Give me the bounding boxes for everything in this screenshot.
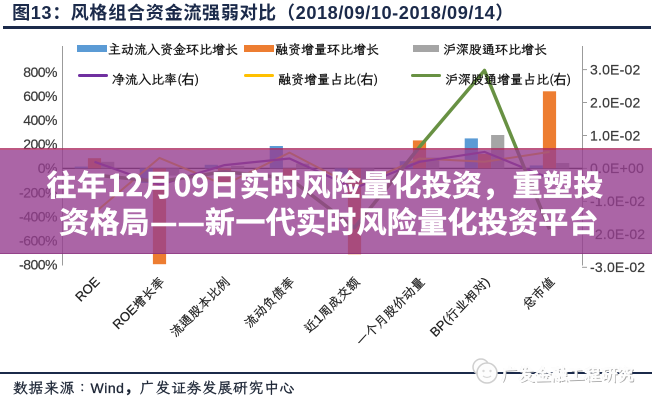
svg-text:3.0E-02: 3.0E-02 [590, 61, 640, 77]
svg-text:流通股本比例: 流通股本比例 [167, 274, 233, 340]
svg-text:流动负债率: 流动负债率 [241, 274, 298, 331]
svg-text:-3.0E-02: -3.0E-02 [590, 259, 645, 275]
svg-text:2.0E-02: 2.0E-02 [590, 94, 640, 110]
svg-text:ROE增长率: ROE增长率 [110, 274, 168, 332]
svg-text:600%: 600% [23, 88, 57, 104]
svg-text:800%: 800% [23, 64, 57, 80]
svg-text:近1周成交额: 近1周成交额 [301, 274, 363, 336]
svg-text:-800%: -800% [19, 257, 57, 273]
svg-text:ROE: ROE [72, 274, 103, 305]
svg-text:1.0E-02: 1.0E-02 [590, 127, 640, 143]
svg-text:一个月股价动量: 一个月股价动量 [353, 274, 428, 349]
svg-text:400%: 400% [23, 112, 57, 128]
svg-text:总市值: 总市值 [519, 274, 557, 312]
svg-text:BP(行业相对): BP(行业相对) [427, 274, 493, 340]
